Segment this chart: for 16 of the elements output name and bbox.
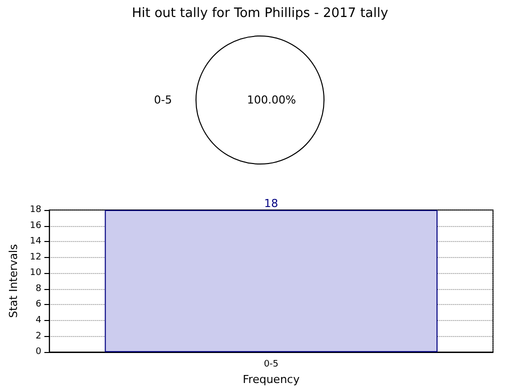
y-tick-label: 4: [36, 316, 42, 326]
y-tick-label: 8: [36, 284, 42, 294]
data-label: 18: [264, 197, 278, 210]
y-tick-label: 14: [30, 236, 42, 247]
y-tick-label: 2: [36, 331, 42, 342]
data-label: 100.00%: [247, 94, 296, 106]
x-axis-title: Frequency: [242, 373, 300, 386]
chart-title: Hit out tally for Tom Phillips - 2017 tally: [132, 6, 388, 21]
y-tick-label: 12: [30, 252, 42, 262]
y-axis-title: Stat Intervals: [7, 244, 20, 318]
y-tick-label: 0: [36, 347, 42, 358]
y-tick-label: 6: [36, 300, 42, 310]
y-tick-label: 18: [30, 205, 42, 215]
slice-label: 0-5: [154, 94, 172, 106]
y-tick-label: 16: [30, 220, 42, 231]
y-tick-label: 10: [30, 268, 42, 278]
